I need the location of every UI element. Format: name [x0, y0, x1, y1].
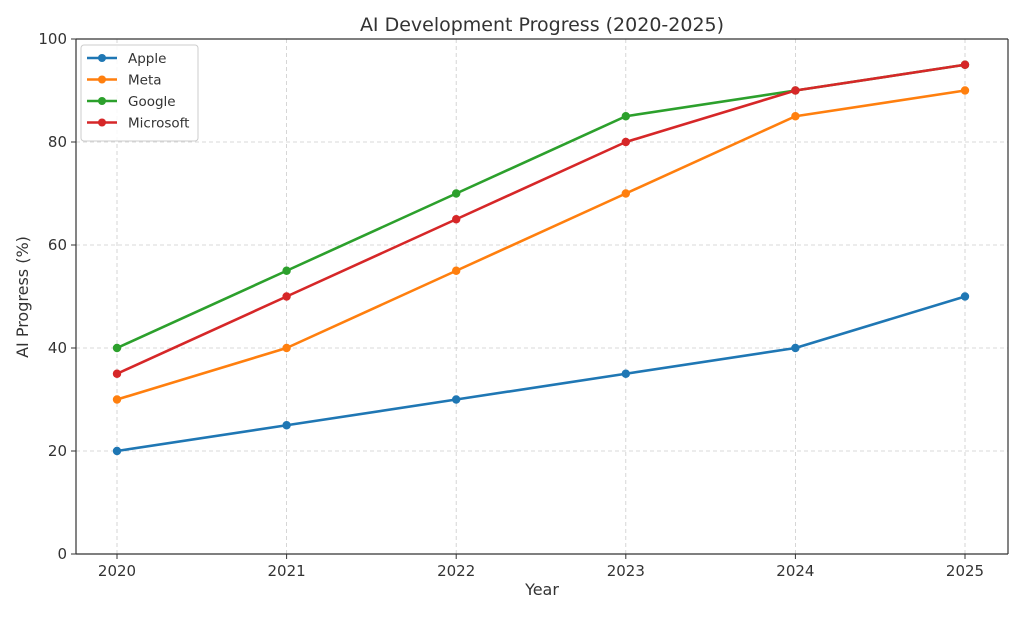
data-point-meta: [960, 86, 970, 95]
legend-box: [80, 44, 199, 142]
axes: [75, 38, 1009, 555]
y-tick-label: 80: [48, 133, 67, 151]
legend-label-meta: Meta: [128, 73, 162, 89]
x-tick-label: 2025: [946, 562, 984, 580]
legend-label-apple: Apple: [128, 51, 166, 67]
data-point-microsoft: [621, 137, 630, 147]
x-tick-label: 2024: [776, 562, 814, 580]
data-point-meta: [282, 343, 291, 353]
chart-title: AI Development Progress (2020-2025): [360, 14, 724, 36]
data-point-microsoft: [960, 60, 970, 69]
x-tick-label: 2021: [268, 562, 306, 580]
data-point-apple: [791, 343, 800, 353]
y-tick-label: 60: [48, 236, 67, 254]
data-point-microsoft: [112, 369, 122, 378]
data-point-google: [282, 266, 291, 275]
y-axis-label: AI Progress (%): [13, 236, 32, 358]
grid: [76, 38, 1008, 555]
data-point-microsoft: [452, 215, 461, 224]
legend-marker-microsoft: [98, 118, 106, 127]
x-axis-label: Year: [524, 580, 559, 599]
legend-marker-apple: [98, 54, 106, 62]
data-point-apple: [112, 446, 122, 456]
data-point-meta: [112, 395, 122, 404]
series-line-microsoft: [115, 63, 967, 376]
tick-labels: 2020 2021 2022 2023 2024 2025 0 20 40 60 80 100: [38, 30, 984, 580]
data-point-google: [452, 189, 461, 198]
series-line-apple: [115, 295, 967, 453]
data-point-meta: [452, 266, 461, 275]
data-point-meta: [791, 112, 800, 121]
data-point-microsoft: [791, 86, 800, 95]
series-line-meta: [115, 89, 967, 401]
legend: Apple Meta Google Microsoft: [80, 44, 199, 142]
y-tick-label: 100: [38, 30, 67, 48]
y-tick-label: 0: [57, 545, 67, 563]
x-tick-label: 2023: [607, 562, 645, 580]
data-point-apple: [282, 421, 291, 430]
data-point-google: [112, 343, 122, 353]
legend-marker-meta: [98, 75, 106, 84]
legend-marker-google: [98, 97, 106, 105]
data-point-apple: [621, 369, 630, 378]
data-point-apple: [452, 395, 461, 404]
data-point-google: [621, 112, 630, 121]
x-tick-label: 2022: [437, 562, 475, 580]
data-point-meta: [621, 189, 630, 198]
legend-label-microsoft: Microsoft: [128, 116, 189, 132]
data-point-microsoft: [282, 292, 291, 301]
y-tick-label: 20: [48, 442, 67, 460]
data-point-apple: [960, 292, 970, 301]
series: [112, 60, 970, 456]
series-line-google: [115, 63, 967, 350]
x-tick-label: 2020: [98, 562, 136, 580]
legend-label-google: Google: [128, 94, 176, 110]
y-tick-label: 40: [48, 339, 67, 357]
